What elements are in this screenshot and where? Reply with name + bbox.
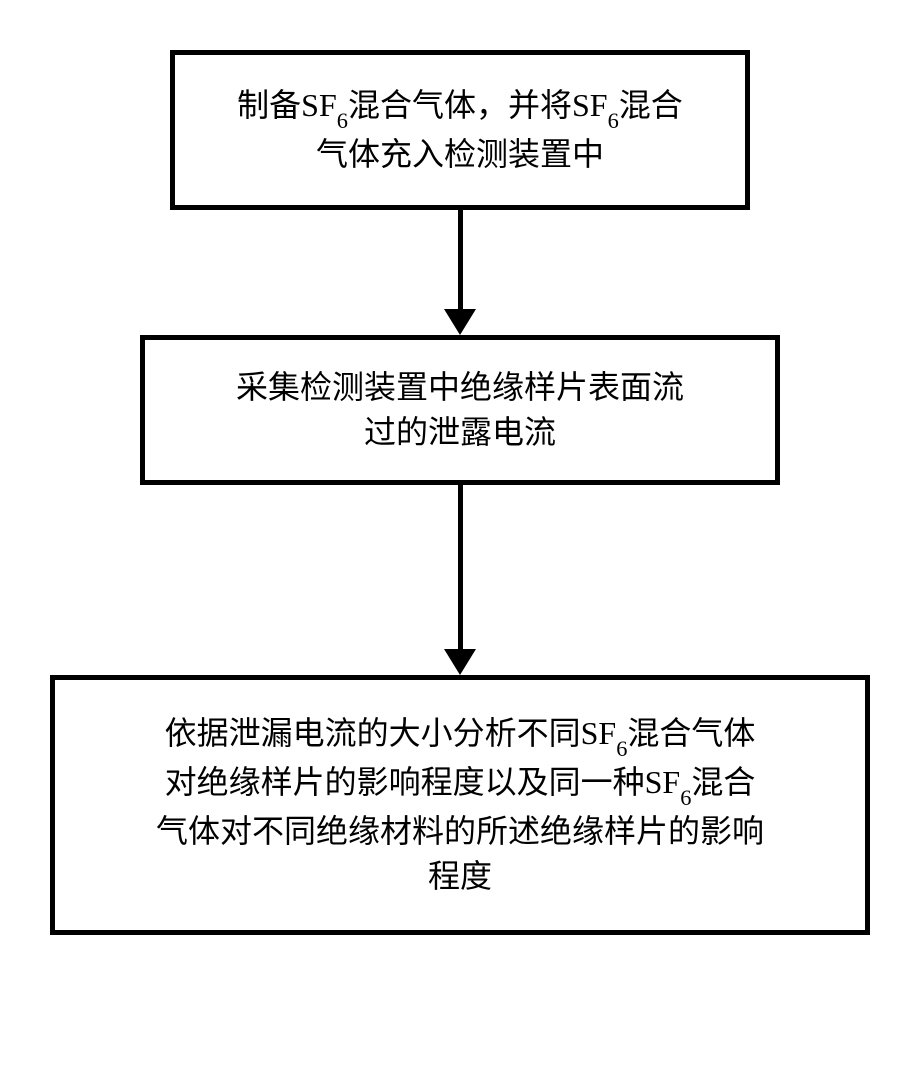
subscript: 6: [337, 108, 348, 133]
flowchart-arrow-1: [444, 210, 476, 335]
step-1-text: 制备SF6混合气体，并将SF6混合 气体充入检测装置中: [237, 83, 683, 177]
text-fragment: 制备SF: [237, 87, 337, 123]
text-fragment: 过的泄露电流: [364, 414, 556, 450]
arrow-head-icon: [444, 649, 476, 675]
text-fragment: 依据泄漏电流的大小分析不同SF: [165, 715, 617, 751]
flowchart-arrow-2: [444, 485, 476, 675]
subscript: 6: [608, 108, 619, 133]
flowchart-step-3: 依据泄漏电流的大小分析不同SF6混合气体 对绝缘样片的影响程度以及同一种SF6混…: [50, 675, 870, 935]
text-fragment: 气体对不同绝缘材料的所述绝缘样片的影响: [156, 813, 764, 849]
text-fragment: 混合: [619, 87, 683, 123]
text-fragment: 混合气体，并将SF: [348, 87, 608, 123]
flowchart-step-1: 制备SF6混合气体，并将SF6混合 气体充入检测装置中: [170, 50, 750, 210]
text-fragment: 混合气体: [627, 715, 755, 751]
arrow-line: [458, 485, 463, 650]
arrow-line: [458, 210, 463, 310]
subscript: 6: [616, 736, 627, 761]
flowchart-container: 制备SF6混合气体，并将SF6混合 气体充入检测装置中 采集检测装置中绝缘样片表…: [50, 50, 870, 935]
text-fragment: 采集检测装置中绝缘样片表面流: [236, 369, 684, 405]
flowchart-step-2: 采集检测装置中绝缘样片表面流 过的泄露电流: [140, 335, 780, 485]
step-3-text: 依据泄漏电流的大小分析不同SF6混合气体 对绝缘样片的影响程度以及同一种SF6混…: [156, 711, 764, 898]
text-fragment: 程度: [428, 858, 492, 894]
arrow-head-icon: [444, 309, 476, 335]
text-fragment: 对绝缘样片的影响程度以及同一种SF: [165, 764, 681, 800]
text-fragment: 气体充入检测装置中: [316, 136, 604, 172]
subscript: 6: [680, 785, 691, 810]
step-2-text: 采集检测装置中绝缘样片表面流 过的泄露电流: [236, 365, 684, 455]
text-fragment: 混合: [691, 764, 755, 800]
